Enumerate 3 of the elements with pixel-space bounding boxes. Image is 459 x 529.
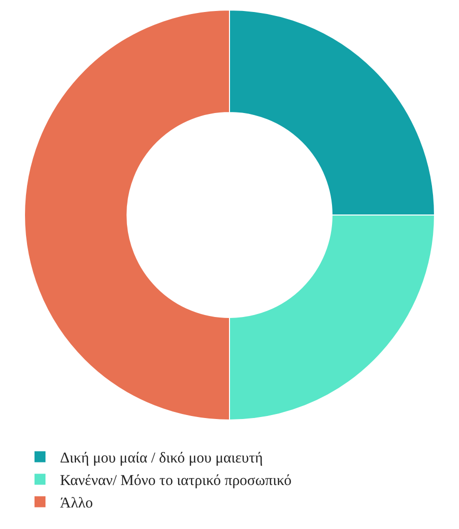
- legend-label: Δική μου μαία / δικό μου μαιευτή: [60, 450, 264, 467]
- legend-label: Άλλο: [60, 496, 93, 512]
- legend-label: Κανέναν/ Μόνο το ιατρικό προσωπικό: [60, 473, 292, 490]
